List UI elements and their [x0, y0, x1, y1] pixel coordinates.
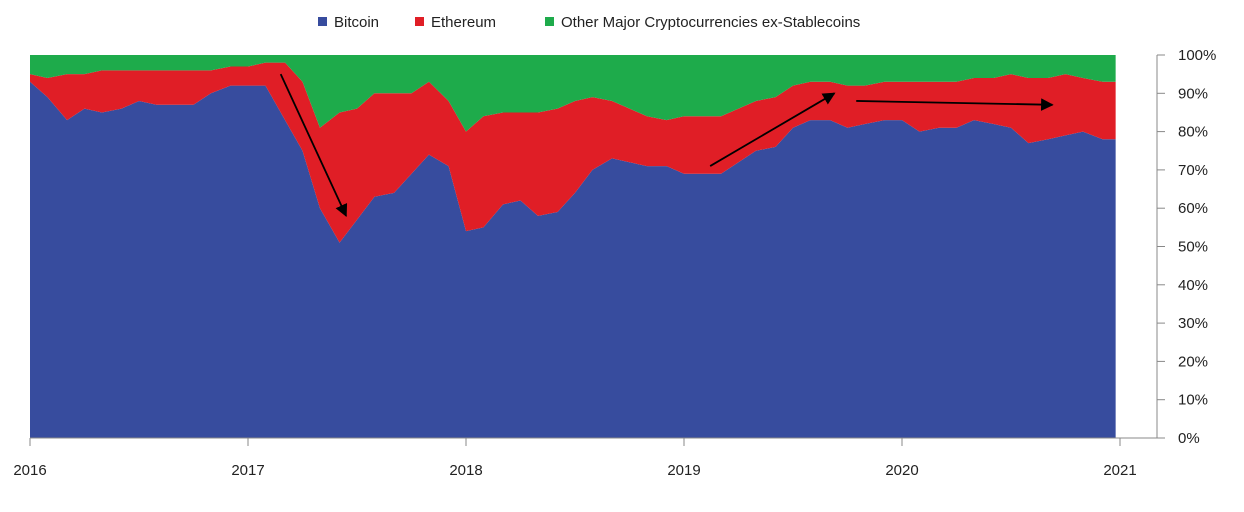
- y-tick-label: 100%: [1178, 47, 1216, 64]
- y-tick-label: 50%: [1178, 239, 1208, 256]
- x-tick-label: 2020: [885, 462, 918, 479]
- x-tick-label: 2018: [449, 462, 482, 479]
- legend-label: Bitcoin: [334, 14, 379, 31]
- y-tick-label: 30%: [1178, 315, 1208, 332]
- legend-swatch: [318, 17, 327, 26]
- y-tick-label: 70%: [1178, 162, 1208, 179]
- x-tick-label: 2017: [231, 462, 264, 479]
- legend-label: Other Major Cryptocurrencies ex-Stableco…: [561, 14, 860, 31]
- y-tick-label: 0%: [1178, 430, 1200, 447]
- y-tick-label: 10%: [1178, 392, 1208, 409]
- legend-label: Ethereum: [431, 14, 496, 31]
- axes: 0% 10% 20% 30% 40% 50% 60% 70% 80% 90% 100% 2016 201…: [13, 47, 1216, 479]
- area-series-2: [30, 55, 1116, 132]
- legend-swatch: [415, 17, 424, 26]
- legend: Bitcoin Ethereum Other Major Cryptocurrenc…: [318, 14, 860, 31]
- y-tick-label: 20%: [1178, 353, 1208, 370]
- y-tick-label: 60%: [1178, 200, 1208, 217]
- legend-swatch: [545, 17, 554, 26]
- y-tick-label: 90%: [1178, 85, 1208, 102]
- annotation-arrow: [856, 98, 1054, 111]
- y-tick-label: 80%: [1178, 124, 1208, 141]
- annotation-arrow: [709, 92, 836, 167]
- x-tick-label: 2021: [1103, 462, 1136, 479]
- annotation-arrow: [279, 73, 348, 218]
- annotations: [279, 73, 1054, 218]
- x-tick-label: 2019: [667, 462, 700, 479]
- y-tick-label: 40%: [1178, 277, 1208, 294]
- x-tick-label: 2016: [13, 462, 46, 479]
- plot-areas: [30, 55, 1116, 438]
- area-series-0: [30, 81, 1116, 438]
- area-series-1: [30, 62, 1116, 243]
